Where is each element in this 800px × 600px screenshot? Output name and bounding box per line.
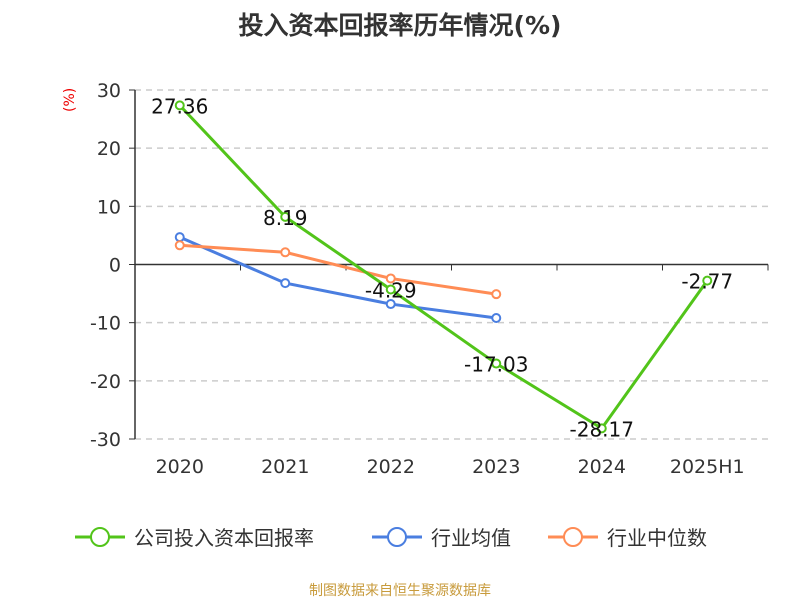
legend-label: 行业均值 bbox=[431, 526, 511, 550]
x-tick-label: 2021 bbox=[261, 456, 309, 478]
series-line-1 bbox=[179, 235, 497, 320]
data-point bbox=[280, 211, 291, 222]
legend-marker bbox=[563, 527, 583, 547]
x-tick-label: 2024 bbox=[578, 456, 626, 478]
data-point bbox=[280, 247, 291, 258]
y-tick-label: 10 bbox=[97, 196, 121, 218]
legend-marker bbox=[387, 527, 407, 547]
x-tick-label: 2025H1 bbox=[670, 456, 745, 478]
legend-marker bbox=[90, 527, 110, 547]
y-tick-label: 20 bbox=[97, 138, 121, 160]
series-line-0 bbox=[178, 104, 709, 431]
data-label: 27.36 bbox=[151, 94, 208, 118]
legend-label: 行业中位数 bbox=[607, 526, 707, 550]
data-label: -28.17 bbox=[570, 417, 634, 441]
data-point bbox=[385, 299, 396, 310]
data-point bbox=[280, 278, 291, 289]
data-point bbox=[174, 240, 185, 251]
series-line-2 bbox=[179, 243, 497, 296]
y-tick-label: -30 bbox=[90, 429, 121, 451]
data-point bbox=[491, 358, 502, 369]
data-point bbox=[596, 423, 607, 434]
data-label: -4.29 bbox=[365, 278, 417, 302]
chart-title: 投入资本回报率历年情况(%) bbox=[238, 11, 562, 40]
y-tick-label: -10 bbox=[90, 313, 121, 335]
x-tick-label: 2023 bbox=[472, 456, 520, 478]
data-point bbox=[385, 284, 396, 295]
data-label: 8.19 bbox=[263, 206, 308, 230]
data-point bbox=[702, 275, 713, 286]
legend-label: 公司投入资本回报率 bbox=[134, 526, 314, 550]
data-point bbox=[491, 313, 502, 324]
data-point bbox=[174, 100, 185, 111]
y-tick-label: 30 bbox=[97, 80, 121, 102]
data-point bbox=[174, 232, 185, 243]
x-tick-label: 2020 bbox=[156, 456, 204, 478]
source-note: 制图数据来自恒生聚源数据库 bbox=[309, 583, 491, 599]
y-tick-label: -20 bbox=[90, 371, 121, 393]
x-tick-label: 2022 bbox=[367, 456, 415, 478]
data-point bbox=[491, 289, 502, 300]
data-point bbox=[385, 273, 396, 284]
y-tick-label: 0 bbox=[109, 255, 121, 277]
data-label: -17.03 bbox=[464, 353, 528, 377]
data-label: -2.77 bbox=[681, 270, 733, 294]
